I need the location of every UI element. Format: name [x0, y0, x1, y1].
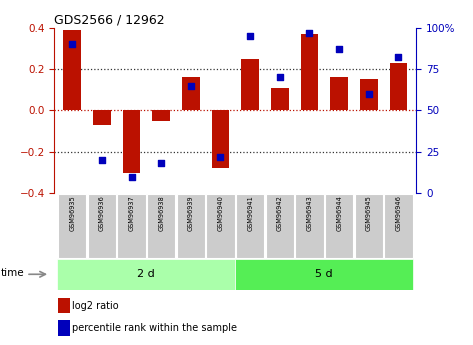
Bar [58, 320, 70, 336]
Bar [93, 110, 111, 125]
FancyBboxPatch shape [384, 194, 412, 258]
Point [365, 91, 373, 97]
Point [246, 33, 254, 39]
Text: 2 d: 2 d [138, 269, 155, 279]
Text: GSM96943: GSM96943 [307, 195, 313, 231]
Text: GSM96936: GSM96936 [99, 195, 105, 231]
Text: GSM96938: GSM96938 [158, 195, 164, 231]
Text: GDS2566 / 12962: GDS2566 / 12962 [54, 13, 165, 27]
FancyBboxPatch shape [176, 194, 205, 258]
Point [394, 55, 402, 60]
Bar [211, 110, 229, 168]
Text: percentile rank within the sample: percentile rank within the sample [72, 323, 237, 333]
Point [128, 174, 135, 179]
FancyBboxPatch shape [147, 194, 175, 258]
Point [335, 46, 343, 52]
FancyBboxPatch shape [295, 194, 324, 258]
FancyBboxPatch shape [236, 259, 413, 290]
Point [276, 75, 284, 80]
Text: log2 ratio: log2 ratio [72, 301, 119, 311]
FancyBboxPatch shape [355, 194, 383, 258]
Text: time: time [1, 268, 25, 278]
Text: GSM96945: GSM96945 [366, 195, 372, 231]
Point [217, 154, 224, 159]
Point [98, 157, 105, 163]
FancyBboxPatch shape [236, 194, 264, 258]
Point [187, 83, 194, 88]
FancyBboxPatch shape [58, 194, 87, 258]
Text: GSM96939: GSM96939 [188, 195, 194, 231]
Bar [390, 63, 407, 110]
Bar [152, 110, 170, 121]
Bar [241, 59, 259, 110]
Point [158, 161, 165, 166]
Bar [182, 77, 200, 110]
Text: GSM96942: GSM96942 [277, 195, 283, 231]
Bar [330, 77, 348, 110]
FancyBboxPatch shape [206, 194, 235, 258]
Text: GSM96944: GSM96944 [336, 195, 342, 231]
FancyBboxPatch shape [117, 194, 146, 258]
FancyBboxPatch shape [57, 259, 236, 290]
FancyBboxPatch shape [265, 194, 294, 258]
Bar [58, 298, 70, 313]
Text: 5 d: 5 d [315, 269, 333, 279]
Bar [360, 79, 377, 110]
Text: GSM96941: GSM96941 [247, 195, 253, 231]
Point [69, 41, 76, 47]
Bar [123, 110, 140, 172]
Text: GSM96935: GSM96935 [69, 195, 75, 231]
FancyBboxPatch shape [325, 194, 353, 258]
Bar [271, 88, 289, 110]
Text: GSM96937: GSM96937 [129, 195, 134, 231]
FancyBboxPatch shape [88, 194, 116, 258]
Bar [63, 30, 81, 110]
Text: GSM96940: GSM96940 [218, 195, 223, 231]
Bar [300, 34, 318, 110]
Point [306, 30, 313, 35]
Text: GSM96946: GSM96946 [395, 195, 402, 231]
